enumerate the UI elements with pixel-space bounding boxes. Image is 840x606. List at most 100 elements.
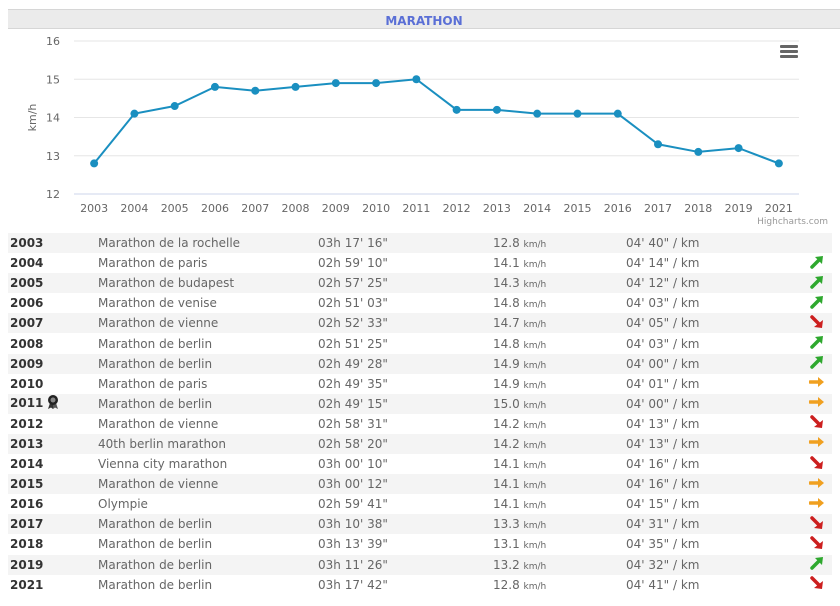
speed-unit: km/h [523, 521, 547, 532]
data-point [533, 109, 542, 118]
speed-value: 13.3 [493, 517, 520, 532]
trend-cell [799, 353, 832, 374]
race-name-cell: Marathon de vienne [96, 413, 316, 434]
year-text: 2011 [10, 396, 44, 411]
data-point [130, 109, 139, 118]
trend-up-arrow-icon [809, 274, 825, 293]
pace-cell: 04' 31" / km [624, 514, 799, 535]
time-cell: 03h 00' 12" [316, 474, 491, 495]
x-tick-label: 2021 [765, 202, 793, 215]
trend-cell [799, 514, 832, 535]
trend-flat-arrow-icon [807, 475, 825, 494]
x-tick-label: 2013 [483, 202, 511, 215]
trend-down-arrow-icon [809, 575, 825, 594]
speed-cell: 12.8 km/h [491, 574, 624, 595]
race-name-cell: Vienna city marathon [96, 454, 316, 475]
year-text: 2021 [10, 577, 44, 592]
year-text: 2014 [10, 457, 44, 472]
chart-credits[interactable]: Highcharts.com [757, 217, 828, 227]
trend-cell [799, 494, 832, 515]
x-tick-label: 2011 [402, 202, 430, 215]
pace-cell: 04' 00" / km [624, 393, 799, 414]
speed-cell: 15.0 km/h [491, 393, 624, 414]
y-tick-label: 15 [46, 73, 60, 86]
speed-cell: 14.8 km/h [491, 333, 624, 354]
speed-value: 14.1 [493, 497, 520, 512]
x-tick-label: 2016 [604, 202, 632, 215]
pace-cell: 04' 14" / km [624, 253, 799, 274]
speed-cell: 13.3 km/h [491, 514, 624, 535]
speed-unit: km/h [523, 581, 547, 592]
x-tick-label: 2008 [282, 202, 310, 215]
trend-cell [799, 253, 832, 274]
trend-cell [799, 454, 832, 475]
table-row: 2010 Marathon de paris 02h 49' 35" 14.9 km/… [8, 373, 832, 394]
pace-cell: 04' 01" / km [624, 373, 799, 394]
time-cell: 02h 59' 41" [316, 494, 491, 515]
pace-cell: 04' 35" / km [624, 534, 799, 555]
chart-area: 12 13 14 15 16 km/h 2003 2004 2005 2006 2007 2008 20… [0, 29, 840, 232]
x-tick-label: 2005 [161, 202, 189, 215]
year-text: 2003 [10, 236, 44, 251]
data-point [492, 105, 501, 114]
speed-value: 14.9 [493, 356, 520, 371]
table-row: 2007 Marathon de vienne 02h 52' 33" 14.7 km… [8, 313, 832, 334]
pace-cell: 04' 16" / km [624, 474, 799, 495]
speed-value: 14.2 [493, 416, 520, 431]
race-name-cell: Marathon de vienne [96, 313, 316, 334]
time-cell: 02h 49' 15" [316, 393, 491, 414]
y-tick-label: 14 [46, 112, 60, 125]
year-text: 2012 [10, 416, 44, 431]
trend-up-arrow-icon [809, 254, 825, 273]
trend-cell [799, 293, 832, 314]
trend-cell [799, 333, 832, 354]
table-row: 2003 Marathon de la rochelle 03h 17' 16" 12… [8, 233, 832, 254]
x-tick-label: 2007 [241, 202, 269, 215]
x-tick-label: 2015 [563, 202, 591, 215]
table-row: 2011 Marathon de berlin 02h 49' 15" 15.0 km… [8, 393, 832, 414]
year-text: 2008 [10, 336, 44, 351]
time-cell: 03h 13' 39" [316, 534, 491, 555]
table-row: 2005 Marathon de budapest 02h 57' 25" 14.3 … [8, 273, 832, 294]
speed-unit: km/h [523, 461, 547, 472]
speed-value: 13.2 [493, 557, 520, 572]
speed-value: 14.3 [493, 276, 520, 291]
data-point [210, 82, 219, 91]
hamburger-menu-icon[interactable] [780, 45, 798, 61]
year-cell: 2006 [8, 293, 96, 314]
year-cell: 2017 [8, 514, 96, 535]
pace-cell: 04' 13" / km [624, 433, 799, 455]
race-name-cell: Marathon de paris [96, 253, 316, 274]
year-text: 2013 [10, 436, 44, 451]
race-name-cell: Marathon de la rochelle [96, 233, 316, 254]
race-name-cell: Marathon de berlin [96, 353, 316, 374]
speed-value: 14.1 [493, 477, 520, 492]
speed-unit: km/h [523, 260, 547, 271]
speed-unit: km/h [523, 340, 547, 351]
table-row: 2015 Marathon de vienne 03h 00' 12" 14.1 km… [8, 474, 832, 495]
year-text: 2015 [10, 477, 44, 492]
x-tick-label: 2014 [523, 202, 551, 215]
time-cell: 02h 49' 35" [316, 373, 491, 394]
speed-cell: 14.1 km/h [491, 494, 624, 515]
speed-unit: km/h [523, 481, 547, 492]
medal-icon [45, 394, 61, 413]
speed-value: 14.7 [493, 316, 520, 331]
speed-value: 15.0 [493, 396, 520, 411]
speed-unit: km/h [523, 440, 547, 451]
race-name-cell: Marathon de berlin [96, 393, 316, 414]
speed-cell: 14.9 km/h [491, 353, 624, 374]
trend-cell [799, 474, 832, 495]
year-text: 2010 [10, 376, 44, 391]
table-row: 2006 Marathon de venise 02h 51' 03" 14.8 km… [8, 293, 832, 314]
year-cell: 2008 [8, 333, 96, 354]
year-text: 2007 [10, 316, 44, 331]
trend-down-arrow-icon [809, 314, 825, 333]
year-text: 2016 [10, 497, 44, 512]
time-cell: 03h 17' 16" [316, 233, 491, 254]
trend-up-arrow-icon [809, 354, 825, 373]
speed-cell: 14.2 km/h [491, 433, 624, 455]
line-chart: 12 13 14 15 16 km/h 2003 2004 2005 2006 2007 2008 20… [26, 35, 799, 215]
year-text: 2019 [10, 557, 44, 572]
speed-value: 14.1 [493, 457, 520, 472]
